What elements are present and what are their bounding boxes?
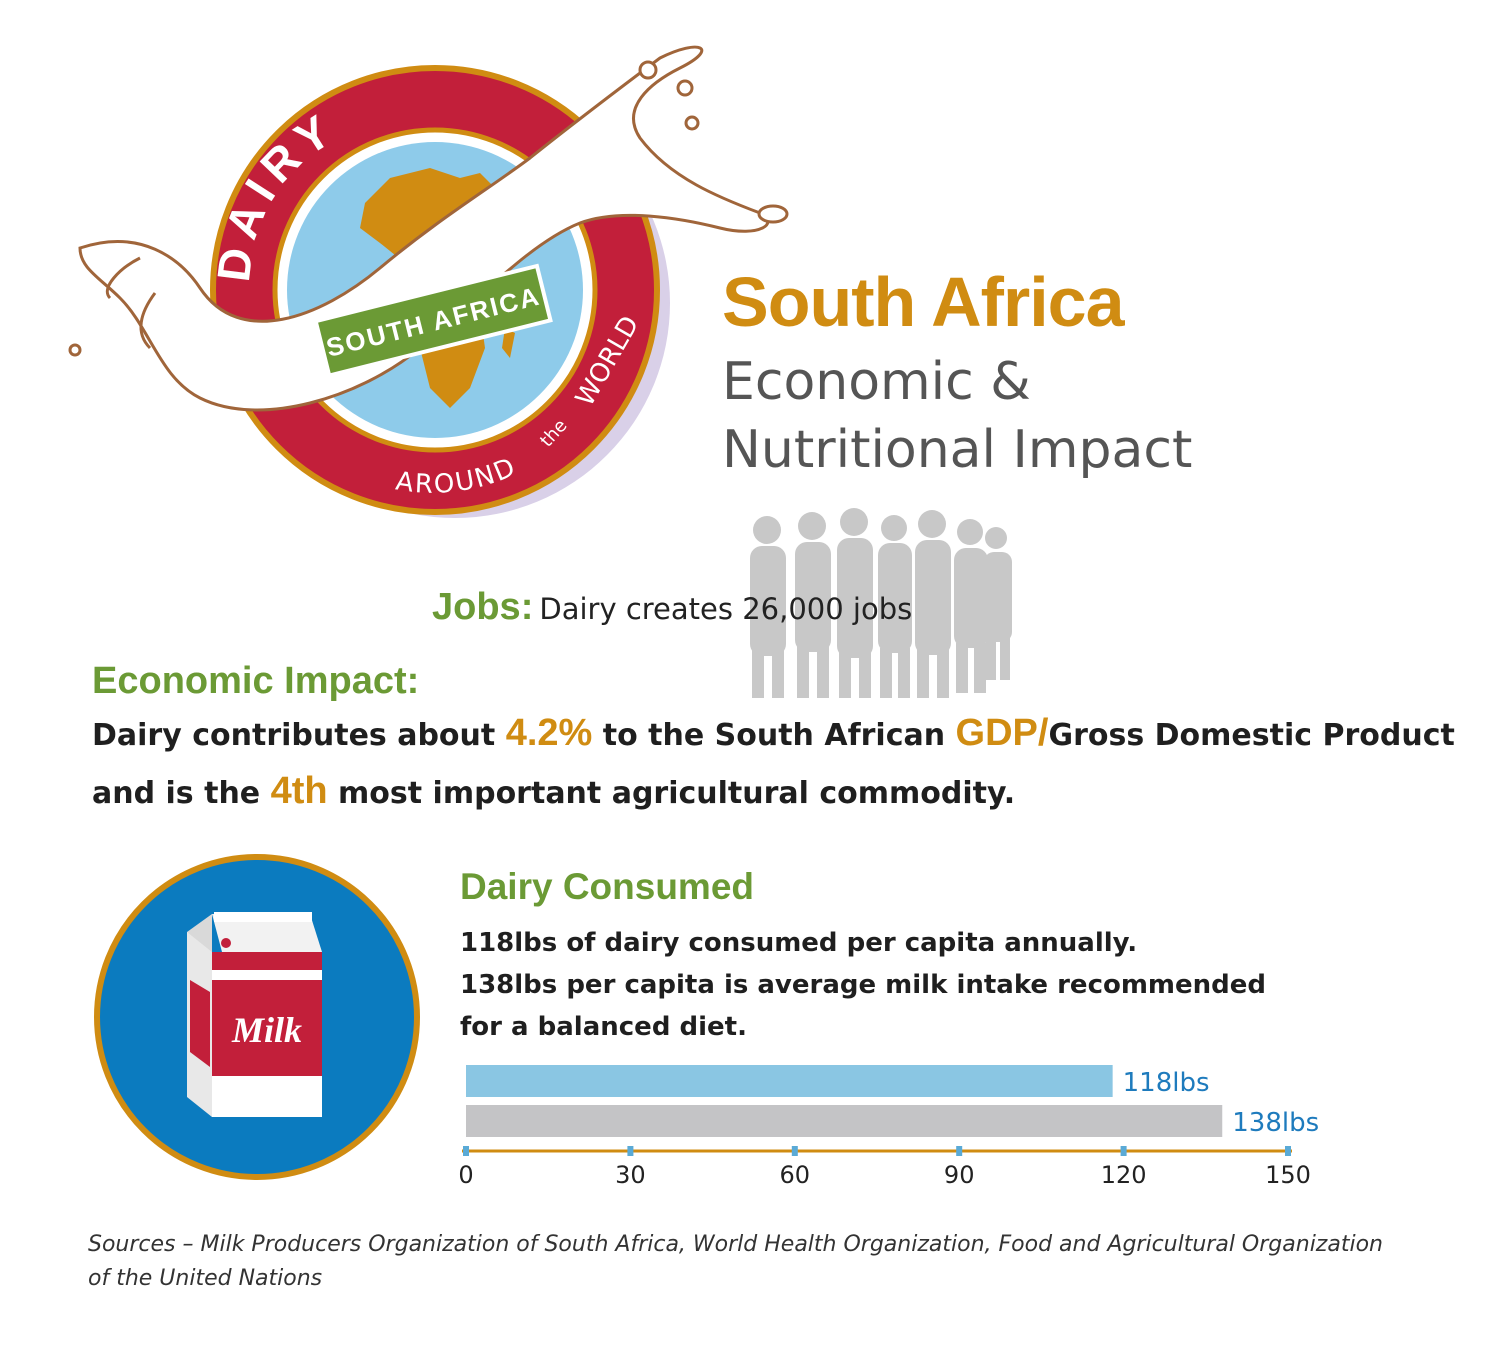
x-tick-label-2: 60 [780, 1161, 811, 1189]
economic-impact-line1: Dairy contributes about 4.2% to the Sout… [92, 712, 1455, 754]
x-tick-3 [956, 1146, 963, 1156]
jobs-row: Jobs: Dairy creates 26,000 jobs [432, 586, 912, 629]
x-tick-label-3: 90 [944, 1161, 975, 1189]
milk-carton-icon: Milk [94, 854, 420, 1180]
dairy-consumed-heading: Dairy Consumed [460, 866, 755, 907]
x-tick-label-1: 30 [615, 1161, 646, 1189]
bar-1 [466, 1105, 1223, 1137]
bar-label-1: 138lbs [1232, 1108, 1319, 1138]
x-tick-label-0: 0 [458, 1161, 473, 1189]
x-tick-2 [791, 1146, 798, 1156]
economic-impact-heading: Economic Impact: [92, 660, 420, 702]
economic-impact-line2: and is the 4th most important agricultur… [92, 770, 1016, 812]
people-silhouette-icon [750, 508, 1012, 698]
jobs-text: Dairy creates 26,000 jobs [539, 592, 913, 626]
rank-highlight: 4th [270, 770, 328, 812]
consumed-text-line2: 138lbs per capita is average milk intake… [460, 970, 1267, 1000]
bar-0 [466, 1065, 1113, 1097]
milk-label: Milk [231, 1010, 302, 1050]
x-tick-4 [1120, 1146, 1127, 1156]
x-tick-label-4: 120 [1101, 1161, 1147, 1189]
page-subtitle-line1: Economic & [722, 352, 1031, 412]
milk-splash-ribbon [78, 45, 770, 412]
gdp-percent-highlight: 4.2% [505, 712, 593, 754]
x-tick-label-5: 150 [1265, 1161, 1311, 1189]
x-tick-1 [627, 1146, 634, 1156]
continent-shape [360, 168, 500, 268]
bar-label-0: 118lbs [1123, 1068, 1210, 1098]
sources-note: Sources – Milk Producers Organization of… [88, 1232, 1383, 1291]
consumed-text-line1: 118lbs of dairy consumed per capita annu… [460, 928, 1138, 958]
x-tick-0 [463, 1146, 469, 1156]
dairy-around-the-world-logo: DAIRY AROUND the WORLD SOUTH AFRICA [68, 45, 789, 518]
gdp-highlight: GDP/ [955, 712, 1049, 754]
page-title: South Africa [722, 263, 1125, 341]
consumed-text-line3: for a balanced diet. [460, 1012, 747, 1042]
x-tick-5 [1285, 1146, 1291, 1156]
dairy-consumption-bar-chart: 118lbs 138lbs 0 30 60 90 120 150 [458, 1065, 1319, 1189]
page-subtitle-line2: Nutritional Impact [722, 420, 1193, 480]
jobs-label: Jobs: [432, 586, 534, 628]
